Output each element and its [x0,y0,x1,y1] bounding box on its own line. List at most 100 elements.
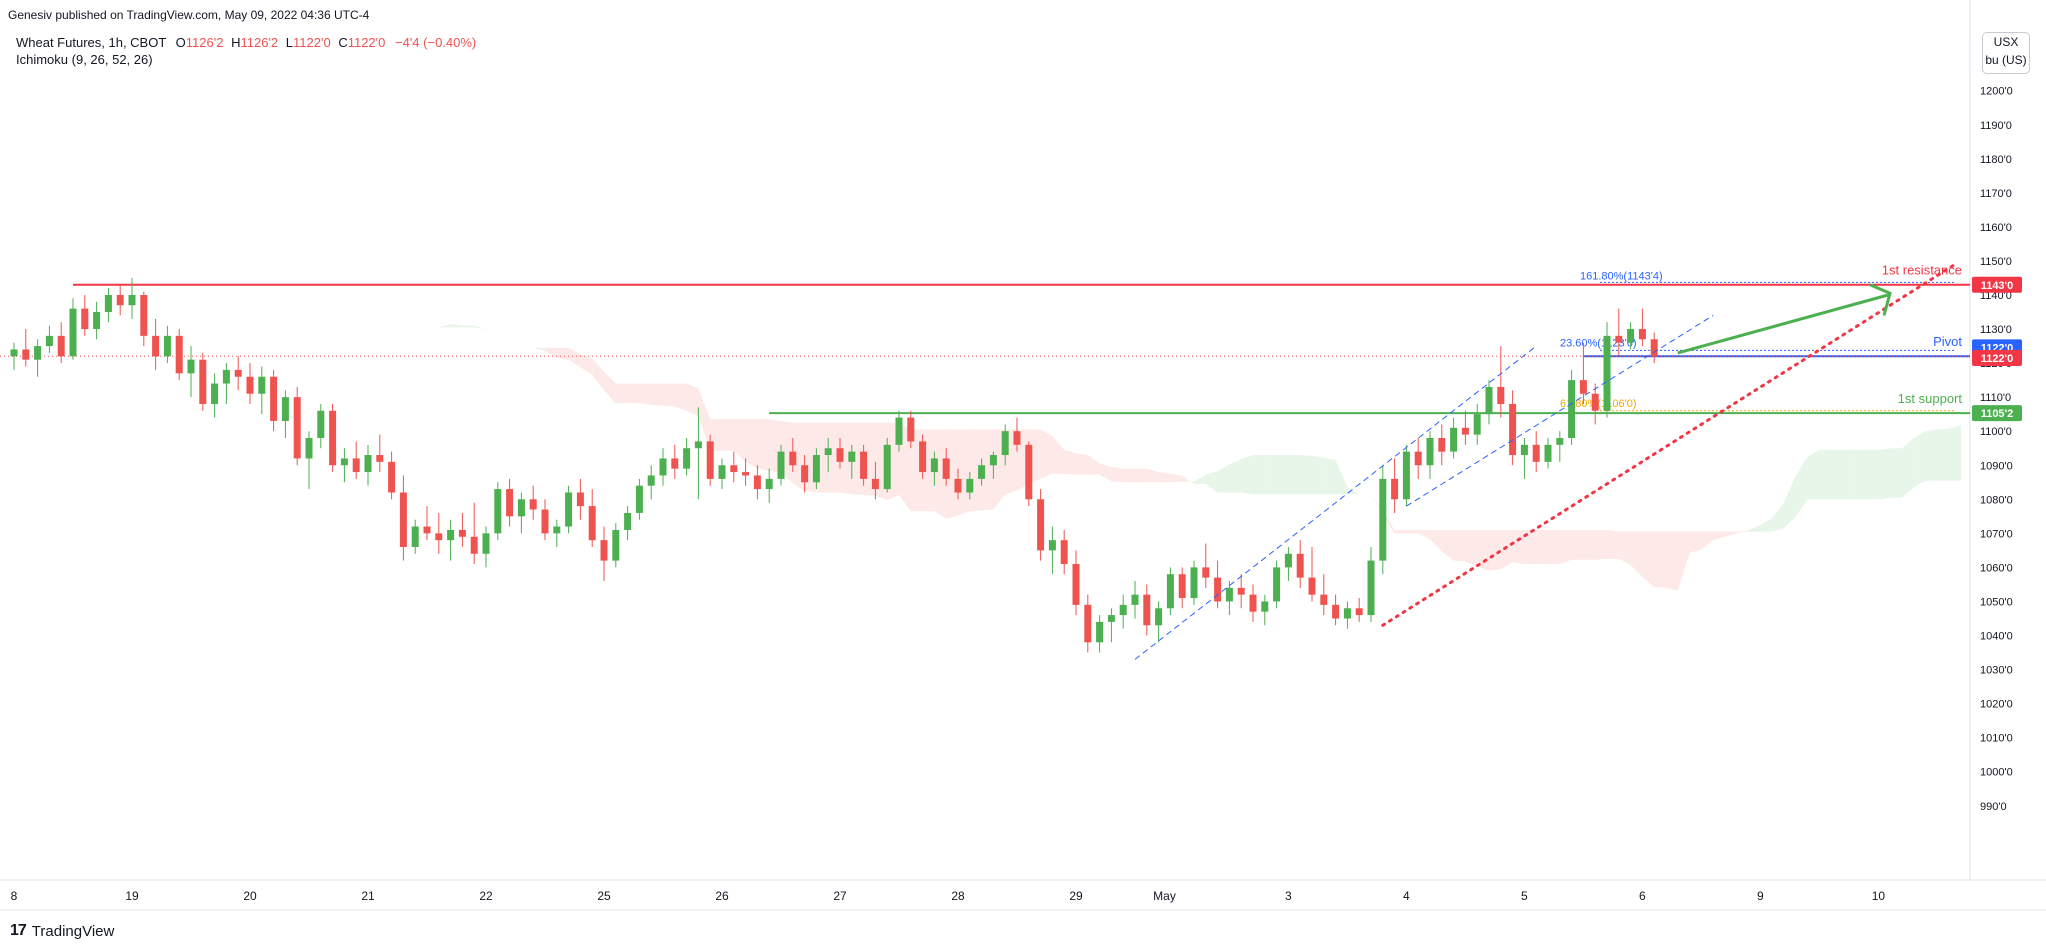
candle-body [919,441,927,473]
cloud-segment [1182,475,1194,484]
cloud-segment [1807,449,1820,500]
candle-body [1084,604,1092,643]
candle-body [1627,329,1635,343]
cloud-segment [1040,429,1053,479]
cloud-segment [1087,455,1100,475]
level-annotation: 1st resistance [1882,263,1962,278]
channel-line-lower [1134,345,1537,660]
candle-body [1249,594,1257,612]
cloud-segment [1854,449,1867,500]
cloud-segment [332,349,345,353]
cloud-segment [981,429,994,511]
cloud-segment [1772,502,1784,532]
cloud-segment [1064,449,1076,475]
currency-label: USX [1993,35,2019,49]
candle-body [435,533,443,541]
cloud-segment [1654,531,1666,588]
cloud-segment [368,337,380,350]
candle-body [694,441,702,449]
symbol-name[interactable]: Wheat Futures, 1h, CBOT [16,35,167,50]
indicator-legend[interactable]: Ichimoku (9, 26, 52, 26) [16,52,153,67]
price-tick-label: 1110'0 [1980,392,2011,404]
candle-body [104,295,112,313]
cloud-segment [1784,475,1796,529]
cloud-segment [722,419,734,451]
candle-body [1461,427,1469,435]
cloud-segment [899,422,911,512]
candle-body [1414,451,1422,466]
candle-body [1178,574,1186,599]
cloud-segment [1843,449,1855,500]
candle-body [765,478,773,490]
close-label: C [338,35,348,50]
candle-body [1509,403,1517,456]
candle-body [1591,393,1599,411]
time-tick-label: 20 [243,889,257,903]
candle-body [1072,563,1080,605]
cloud-segment [1559,529,1572,564]
cloud-segment [474,325,486,330]
currency-unit-button[interactable]: USX bu (US) [1982,32,2030,74]
candle-body [140,295,148,336]
candle-body [222,369,230,384]
cloud-segment [1052,436,1065,474]
symbol-legend[interactable]: Wheat Futures, 1h, CBOT O1126'2 H1126'2 … [16,35,476,50]
cloud-segment [1607,529,1619,559]
cloud-segment [1489,529,1501,571]
cloud-segment [1795,456,1808,517]
high-value: 1126'2 [240,35,279,50]
cloud-segment [686,383,699,416]
candlestick-series [10,277,1658,653]
cloud-segment [604,371,616,404]
candle-body [1131,594,1139,605]
open-value: 1126'2 [185,35,224,50]
time-tick-label: 6 [1639,889,1646,903]
candle-body [1096,621,1104,643]
cloud-segment [1253,455,1265,495]
time-tick-label: 28 [951,889,965,903]
price-axis[interactable]: 1200'0 1190'0 1180'0 1170'0 1160'0 1150'0 1140… [1972,86,2022,813]
price-tick-label: 1030'0 [1980,665,2013,677]
trend-drawings [1134,262,1957,660]
candle-body [588,506,596,541]
cloud-segment [627,383,640,404]
cloud-segment [1500,529,1513,570]
time-axis[interactable]: 8 19 20 21 22 25 26 27 28 29 May 3 4 5 6 9 10 [11,889,1886,903]
cloud-segment [1819,449,1832,500]
candle-body [706,441,714,479]
projection-arrow-head [1869,283,1892,316]
high-label: H [231,35,241,50]
brand-name: TradingView [31,922,115,940]
candle-body [812,455,820,483]
candle-body [1025,444,1033,500]
projection-arrow [1677,293,1889,355]
tradingview-brand[interactable]: 17 TradingView [10,922,114,940]
close-value: 1122'0 [347,35,386,50]
cloud-segment [1937,428,1950,481]
time-tick-label: May [1153,889,1176,903]
cloud-segment [1123,468,1135,483]
price-tick-label: 1180'0 [1980,154,2012,166]
cloud-segment [757,419,770,471]
publisher-line: Genesiv published on TradingView.com, Ma… [8,8,370,22]
candle-body [1355,608,1363,616]
cloud-segment [1925,429,1938,481]
tradingview-logo-icon: 17 [10,922,27,939]
cloud-segment [1689,531,1702,553]
candle-body [376,455,384,462]
cloud-segment [1701,531,1714,550]
cloud-segment [320,349,333,357]
candle-body [22,349,30,360]
candle-body [447,529,455,541]
cloud-segment [615,383,628,404]
change-value: −4'4 (−0.40%) [395,35,477,50]
cloud-segment [1194,474,1206,484]
cloud-segment [1418,529,1430,540]
candle-body [895,417,903,445]
candle-body [1048,540,1056,551]
candle-body [270,376,278,421]
candle-body [423,526,431,534]
cloud-segment [438,323,451,328]
candle-body [1520,444,1528,456]
